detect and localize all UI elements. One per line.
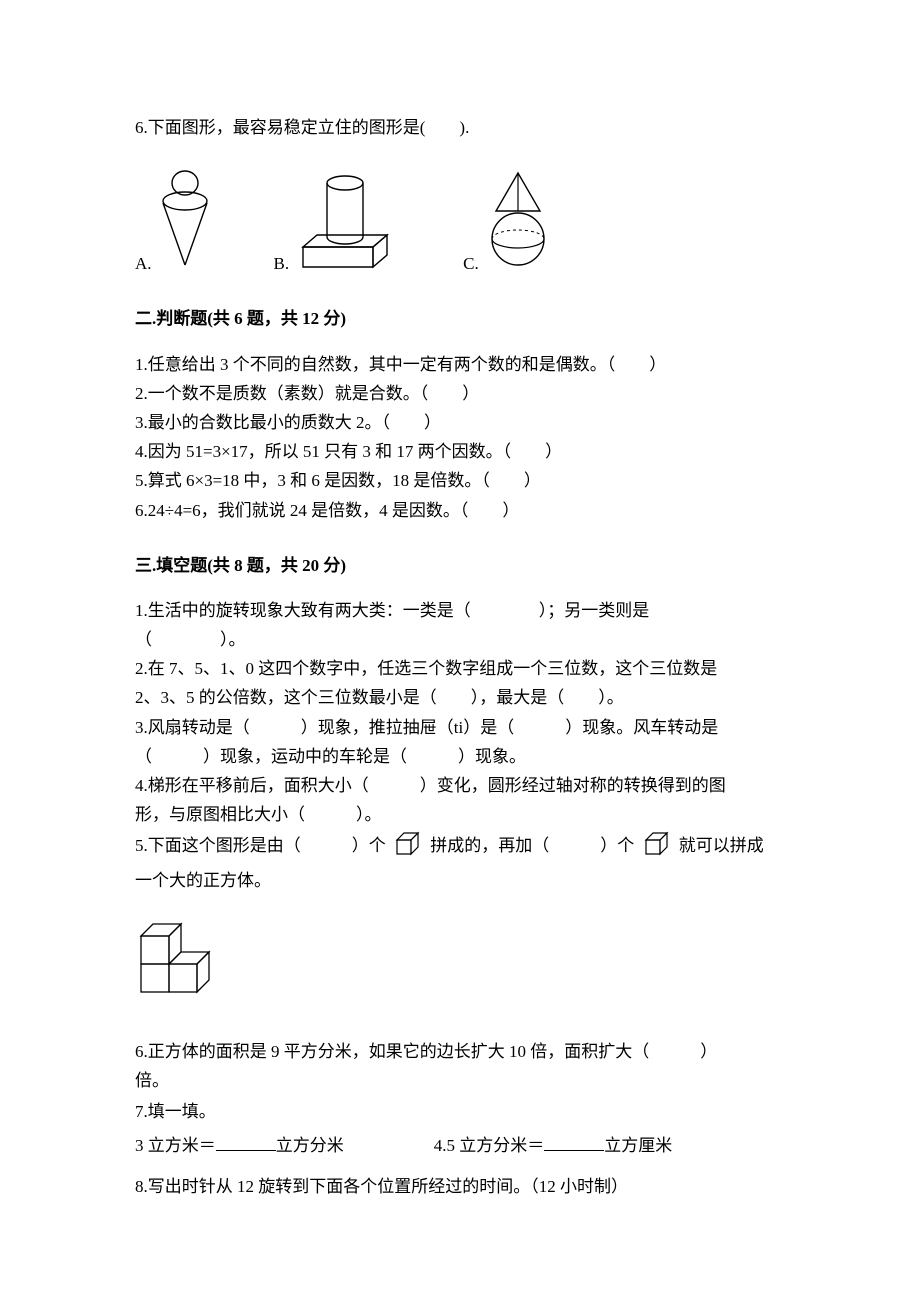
fill-blank-group: 1.生活中的旋转现象大致有两大类：一类是（ ）；另一类则是 （ ）。 2.在 7… bbox=[135, 597, 800, 1200]
true-false-group: 1.任意给出 3 个不同的自然数，其中一定有两个数的和是偶数。（ ） 2.一个数… bbox=[135, 351, 800, 524]
fb-q4-line1: 4.梯形在平移前后，面积大小（ ）变化，圆形经过轴对称的转换得到的图 bbox=[135, 772, 800, 799]
fb-q4-line2: 形，与原图相比大小（ ）。 bbox=[135, 801, 800, 828]
fb-q7-conv2: 4.5 立方分米＝ 立方厘米 bbox=[434, 1132, 673, 1159]
mc-q6-option-c: C. bbox=[463, 169, 553, 277]
tf-q1: 1.任意给出 3 个不同的自然数，其中一定有两个数的和是偶数。（ ） bbox=[135, 351, 800, 378]
fb-q7-c2a: 4.5 立方分米＝ bbox=[434, 1136, 545, 1155]
fb-q6-line1: 6.正方体的面积是 9 平方分米，如果它的边长扩大 10 倍，面积扩大（ ） bbox=[135, 1038, 800, 1065]
sphere-on-cone-icon bbox=[156, 169, 214, 277]
small-cube-icon-1 bbox=[394, 830, 422, 864]
section-3-title: 三.填空题(共 8 题，共 20 分) bbox=[135, 552, 800, 579]
fb-q7-c2b: 立方厘米 bbox=[604, 1136, 672, 1155]
fb-q3-line1: 3.风扇转动是（ ）现象，推拉抽屉（ti）是（ ）现象。风车转动是 bbox=[135, 714, 800, 741]
blank-input[interactable] bbox=[216, 1133, 276, 1151]
cone-on-sphere-icon bbox=[483, 169, 553, 277]
fb-q6-line2: 倍。 bbox=[135, 1067, 800, 1094]
fb-q5-line2: 一个大的正方体。 bbox=[135, 867, 800, 894]
mc-q6-option-a: A. bbox=[135, 169, 214, 277]
fb-q2-line1: 2.在 7、5、1、0 这四个数字中，任选三个数字组成一个三位数，这个三位数是 bbox=[135, 655, 800, 682]
blank-input[interactable] bbox=[544, 1133, 604, 1151]
cylinder-on-cuboid-icon bbox=[293, 169, 403, 277]
fb-q7-conversions: 3 立方米＝ 立方分米 4.5 立方分米＝ 立方厘米 bbox=[135, 1132, 800, 1159]
tf-q5: 5.算式 6×3=18 中，3 和 6 是因数，18 是倍数。（ ） bbox=[135, 467, 800, 494]
fb-q7-c1b: 立方分米 bbox=[276, 1136, 344, 1155]
tf-q2: 2.一个数不是质数（素数）就是合数。（ ） bbox=[135, 380, 800, 407]
fb-q1-line2: （ ）。 bbox=[135, 626, 800, 653]
fb-q1-line1: 1.生活中的旋转现象大致有两大类：一类是（ ）；另一类则是 bbox=[135, 597, 800, 624]
mc-q6-stem: 6.下面图形，最容易稳定立住的图形是( ). bbox=[135, 114, 800, 141]
fb-q2-line2: 2、3、5 的公倍数，这个三位数最小是（ ），最大是（ ）。 bbox=[135, 684, 800, 711]
mc-q6-choices: A. B. bbox=[135, 169, 800, 277]
small-cube-icon-2 bbox=[643, 830, 671, 864]
composite-cubes-icon bbox=[135, 912, 800, 1008]
fb-q5-line1: 5.下面这个图形是由（ ）个 拼成的，再加（ ）个 就可以拼成 bbox=[135, 830, 800, 864]
fb-q7: 7.填一填。 bbox=[135, 1098, 800, 1125]
tf-q6: 6.24÷4=6，我们就说 24 是倍数，4 是因数。（ ） bbox=[135, 497, 800, 524]
option-c-label: C. bbox=[463, 250, 479, 277]
fb-q5-part2: 拼成的，再加（ ）个 bbox=[430, 836, 634, 855]
tf-q3: 3.最小的合数比最小的质数大 2。（ ） bbox=[135, 409, 800, 436]
tf-q4: 4.因为 51=3×17，所以 51 只有 3 和 17 两个因数。（ ） bbox=[135, 438, 800, 465]
option-b-label: B. bbox=[274, 250, 290, 277]
mc-q6-option-b: B. bbox=[274, 169, 404, 277]
fb-q5-part1: 5.下面这个图形是由（ ）个 bbox=[135, 836, 386, 855]
page-root: 6.下面图形，最容易稳定立住的图形是( ). A. B. bbox=[0, 0, 920, 1302]
fb-q3-line2: （ ）现象，运动中的车轮是（ ）现象。 bbox=[135, 743, 800, 770]
fb-q5-part3: 就可以拼成 bbox=[679, 836, 764, 855]
option-a-label: A. bbox=[135, 250, 152, 277]
section-2-title: 二.判断题(共 6 题，共 12 分) bbox=[135, 305, 800, 332]
fb-q7-conv1: 3 立方米＝ 立方分米 bbox=[135, 1132, 344, 1159]
fb-q7-c1a: 3 立方米＝ bbox=[135, 1136, 216, 1155]
fb-q8: 8.写出时针从 12 旋转到下面各个位置所经过的时间。（12 小时制） bbox=[135, 1173, 800, 1200]
